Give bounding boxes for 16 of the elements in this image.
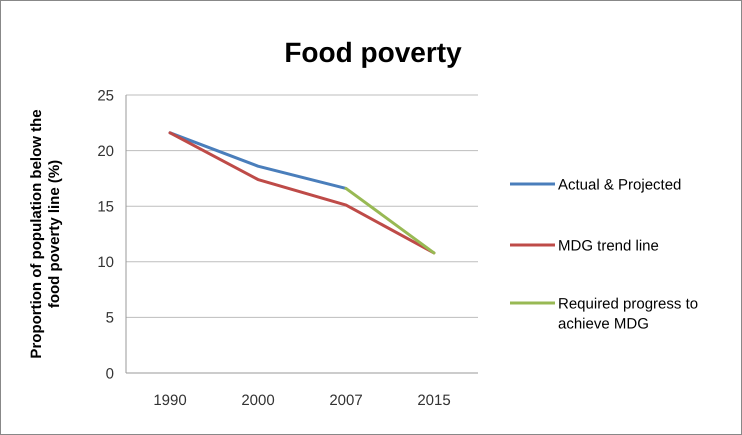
y-tick-label: 20 bbox=[97, 142, 114, 160]
x-tick-label: 2000 bbox=[241, 392, 275, 409]
chart-title: Food poverty bbox=[284, 37, 462, 68]
y-tick-label: 15 bbox=[97, 198, 114, 216]
x-tick-label: 2015 bbox=[417, 392, 451, 409]
legend-label: MDG trend line bbox=[558, 237, 659, 254]
x-tick-label: 2007 bbox=[329, 392, 363, 409]
y-tick-label: 0 bbox=[106, 365, 114, 382]
line-series bbox=[168, 131, 436, 254]
y-axis-title: Proportion of population below the food poverty line (%) bbox=[28, 109, 63, 359]
y-tick-label: 10 bbox=[97, 254, 114, 272]
legend-label: Actual & Projected bbox=[558, 176, 682, 194]
legend-label: Required progress to achieve MDG bbox=[558, 295, 698, 332]
y-tick-label: 5 bbox=[106, 310, 114, 327]
y-tick-label: 25 bbox=[97, 87, 114, 104]
x-tick-label: 1990 bbox=[153, 392, 187, 409]
